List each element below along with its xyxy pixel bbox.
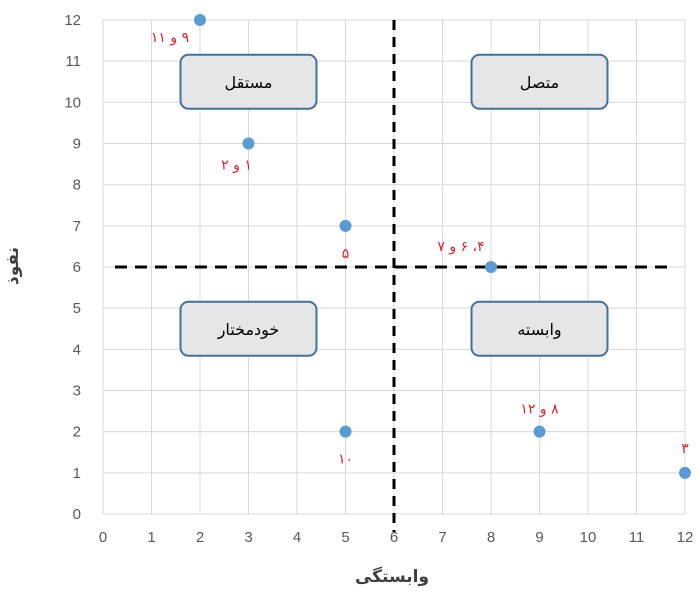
x-tick-label-0: 0 xyxy=(99,529,107,546)
quadrant-label-2: خودمختار xyxy=(217,320,280,340)
quadrant-box-2: خودمختار xyxy=(179,300,318,357)
quadrant-box-1: متصل xyxy=(470,53,609,110)
x-tick-label-3: 3 xyxy=(244,529,252,546)
data-label-1: ۱ و ۲ xyxy=(221,158,252,174)
y-tick-label-8: 8 xyxy=(73,177,81,194)
quadrant-dividers xyxy=(115,20,672,532)
data-point-6 xyxy=(679,466,691,479)
y-tick-label-3: 3 xyxy=(73,383,81,400)
data-point-4 xyxy=(339,425,352,438)
data-label-2: ۵ xyxy=(342,246,350,262)
x-tick-label-9: 9 xyxy=(535,529,543,546)
x-tick-label-1: 1 xyxy=(147,529,155,546)
y-tick-label-10: 10 xyxy=(64,94,81,111)
x-tick-label-6: 6 xyxy=(390,529,398,546)
quadrant-box-bg-3 xyxy=(470,300,609,357)
y-axis-title: نفوذ xyxy=(3,247,23,285)
y-tick-label-12: 12 xyxy=(64,12,81,29)
data-label-6: ۳ xyxy=(681,441,689,457)
quadrant-box-bg-1 xyxy=(470,53,609,110)
data-label-5: ۸ و ۱۲ xyxy=(520,402,559,418)
y-tick-label-11: 11 xyxy=(65,53,81,70)
quadrant-box-3: وابسته xyxy=(470,300,609,357)
quadrant-label-3: وابسته xyxy=(517,320,561,340)
y-tick-label-9: 9 xyxy=(73,136,81,153)
y-tick-label-5: 5 xyxy=(73,300,81,317)
y-tick-label-6: 6 xyxy=(73,259,81,276)
quadrant-label-1: متصل xyxy=(520,73,559,92)
y-tick-label-1: 1 xyxy=(73,465,81,482)
x-tick-label-7: 7 xyxy=(438,529,446,546)
quadrant-boxes: مستقل متصل خودمختار وابسته xyxy=(179,53,609,357)
x-axis-title: وابستگی xyxy=(355,566,429,587)
quadrant-box-bg-2 xyxy=(179,300,318,357)
x-tick-label-11: 11 xyxy=(629,529,645,546)
y-tick-label-7: 7 xyxy=(73,218,81,235)
data-point-2 xyxy=(339,219,352,232)
quadrant-box-bg-0 xyxy=(179,53,318,110)
data-point-0 xyxy=(194,14,206,26)
x-tick-label-5: 5 xyxy=(341,529,349,546)
x-tick-label-4: 4 xyxy=(293,529,301,546)
data-label-3: ۴، ۶ و ۷ xyxy=(437,239,484,255)
y-tick-label-2: 2 xyxy=(73,424,81,441)
quadrant-label-0: مستقل xyxy=(225,73,273,92)
y-tick-label-4: 4 xyxy=(73,341,81,358)
x-tick-label-10: 10 xyxy=(580,529,597,546)
data-point-5 xyxy=(533,425,546,438)
point-labels: ۹ و ۱۱ ۱ و ۲ ۵ ۴، ۶ و ۷ ۱۰ ۸ و ۱۲ ۳ xyxy=(151,30,689,468)
data-label-4: ۱۰ xyxy=(338,452,353,468)
data-label-0: ۹ و ۱۱ xyxy=(151,30,189,46)
data-point-3 xyxy=(485,261,497,273)
x-tick-label-8: 8 xyxy=(487,529,495,546)
x-tick-label-2: 2 xyxy=(196,529,204,546)
x-tick-label-12: 12 xyxy=(677,529,694,546)
data-point-1 xyxy=(242,137,255,150)
y-tick-label-0: 0 xyxy=(73,506,81,523)
quadrant-box-0: مستقل xyxy=(179,53,318,110)
data-points xyxy=(194,14,691,479)
